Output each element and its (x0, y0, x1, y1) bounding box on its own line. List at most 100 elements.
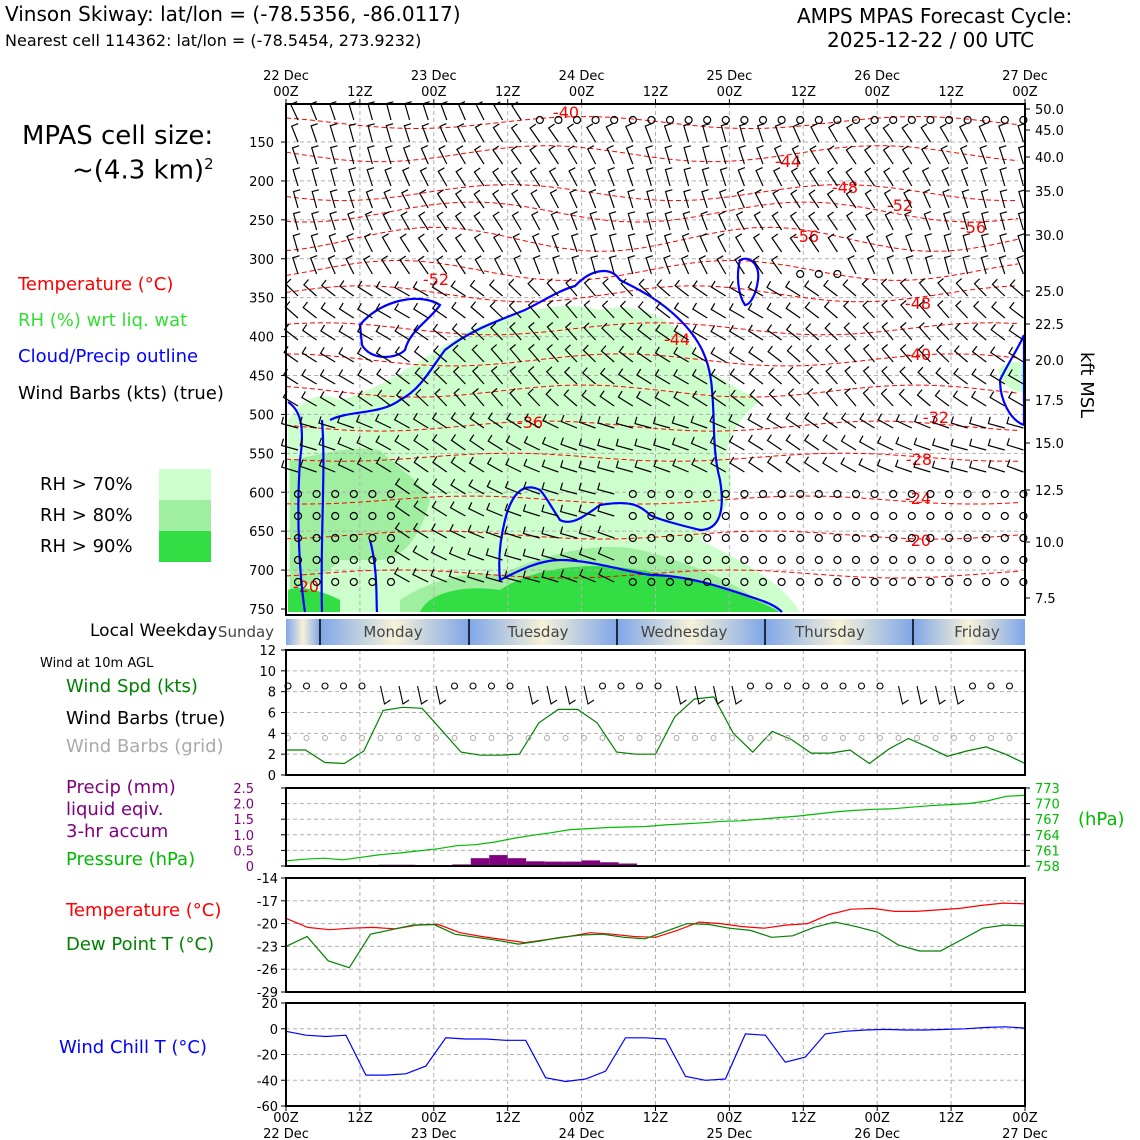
wind-barb (329, 189, 338, 209)
wind-barb-calm (777, 533, 786, 543)
height-tick-label: 22.5 (1035, 318, 1064, 333)
wind-barb (654, 346, 671, 363)
wind-barb-calm (968, 682, 977, 690)
wind-barb-calm (554, 115, 563, 125)
temperature-contour-label: -52 (887, 196, 913, 215)
wind-barb (899, 366, 913, 385)
wind-barb (654, 369, 671, 385)
wind-barb (881, 366, 894, 385)
wind-barb (523, 458, 541, 473)
wind-barb (941, 167, 950, 187)
wind-barb (487, 434, 503, 451)
grid-barb-calm (488, 735, 495, 741)
wind-barb (492, 211, 504, 231)
wind-barb (301, 324, 317, 341)
wind-barb (509, 322, 522, 341)
wind-barb-calm (1019, 511, 1028, 521)
cloud-outline (320, 419, 325, 613)
wind-barb (675, 685, 687, 705)
bottom-hour-label: 12Z (938, 1111, 964, 1126)
wind-barb-calm (1000, 511, 1009, 521)
wind-barb (728, 303, 745, 319)
wind-barb (311, 211, 319, 231)
wind-y-tick-label: 8 (268, 686, 276, 701)
top-hour-label: 00Z (864, 85, 890, 100)
wind-barb (529, 145, 541, 165)
wind-barb (883, 189, 894, 209)
wind-barb-calm (814, 577, 823, 587)
wind-barb (436, 189, 448, 209)
wind-barb-calm (926, 577, 935, 587)
wind-barb (546, 278, 559, 297)
wind-barb (563, 389, 578, 407)
pressure-tick-label: 350 (249, 292, 274, 307)
wind-barb (578, 438, 596, 451)
wind-barb-calm (926, 533, 935, 543)
wind-barb (998, 123, 1006, 143)
wind-barb (790, 167, 801, 187)
wind-barb (292, 167, 301, 187)
wind-barb (792, 123, 801, 143)
wind-barb-calm (684, 489, 693, 499)
height-tick-label: 12.5 (1035, 484, 1064, 499)
wind-barb-calm (851, 511, 861, 521)
wind-barb (899, 278, 913, 297)
wind-barb (385, 145, 393, 165)
wind-barb-calm (833, 555, 842, 565)
wind-barb-calm (628, 489, 637, 499)
wind-barb-calm (833, 489, 842, 499)
chill-y-tick-label: -60 (257, 1100, 278, 1115)
wind-barb (292, 211, 301, 231)
wind-barb (509, 344, 522, 363)
wind-barb (364, 211, 373, 231)
wind-barb (729, 456, 745, 473)
wind-barb (1006, 438, 1024, 451)
cell-size-exponent: 2 (204, 155, 214, 173)
wind-barb (876, 458, 894, 473)
wind-barb (394, 324, 410, 341)
wind-barb (339, 280, 355, 297)
wind-barb (490, 322, 504, 341)
wind-barb (791, 145, 801, 165)
wind-barb (734, 255, 745, 275)
wind-barb-calm (814, 489, 823, 499)
wind-barb (395, 367, 410, 385)
wind-barb (531, 211, 541, 231)
wind-barb (979, 145, 987, 165)
wind-barb (431, 302, 448, 319)
wind-barb-calm (368, 489, 377, 499)
grid-barb-calm (636, 735, 643, 741)
wind-barb (877, 413, 894, 429)
temperature-panel: -14 -17 -20 -23 -26 -29 (257, 872, 1026, 1001)
wind-barb (431, 478, 448, 495)
wind-barb (785, 302, 801, 319)
wind-barb (918, 278, 931, 297)
wind-barb (862, 300, 876, 319)
wind-barb (559, 526, 578, 539)
wind-barb-calm (647, 511, 656, 521)
wind-barb (901, 123, 913, 143)
wind-barb (638, 278, 652, 297)
wind-barb (943, 233, 952, 253)
wind-barb (655, 301, 671, 319)
precip-frame (285, 787, 1026, 867)
wind-speed-line (286, 696, 1026, 765)
wind-barb-calm (740, 511, 749, 521)
grid-barb-calm (581, 735, 587, 741)
wind-barb (365, 189, 374, 209)
wind-barb (969, 416, 987, 429)
wind-barb-calm (721, 555, 730, 565)
wind-barb-calm (814, 555, 823, 565)
wind-barb-calm (796, 555, 805, 565)
wind-barb (845, 123, 857, 143)
wind-barb-calm (926, 489, 935, 499)
wind-barb (541, 504, 559, 517)
wind-barb (636, 346, 652, 363)
temperature-contour-label: -52 (423, 270, 449, 289)
wind-barb (683, 145, 692, 165)
wind-barb (541, 436, 559, 451)
pressure-tick-label: 450 (249, 370, 274, 385)
wind-barb (719, 167, 728, 187)
temp-y-tick-label: -23 (257, 940, 278, 955)
wind-barb (583, 278, 597, 297)
